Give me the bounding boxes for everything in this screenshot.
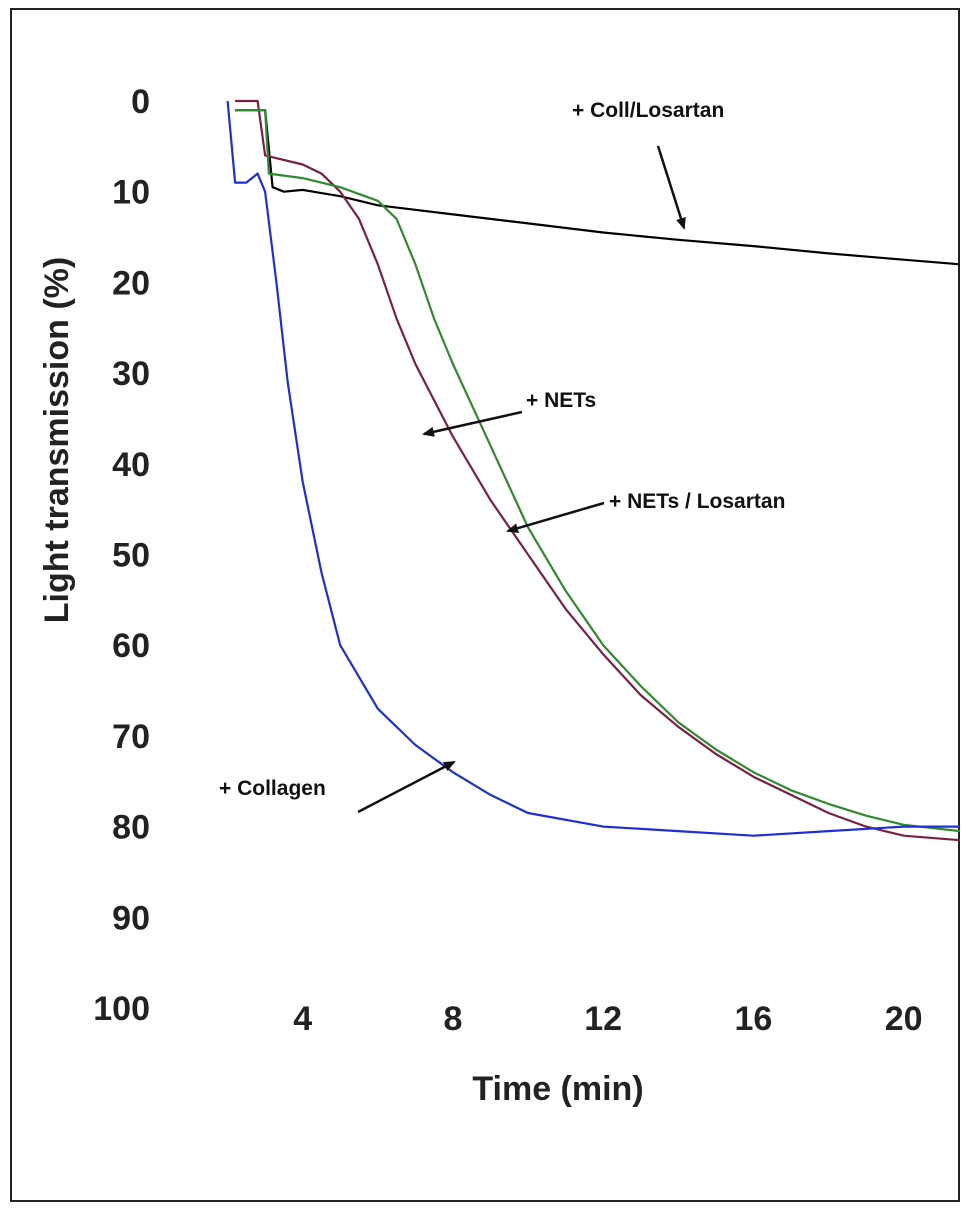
x-tick-label-16: 16 bbox=[735, 1000, 773, 1038]
figure-frame bbox=[10, 8, 960, 1202]
y-axis-title: Light transmission (%) bbox=[38, 257, 76, 623]
y-tick-label-10: 10 bbox=[112, 174, 150, 212]
y-tick-label-0: 0 bbox=[131, 83, 150, 121]
x-tick-label-12: 12 bbox=[584, 1000, 622, 1038]
y-tick-label-100: 100 bbox=[93, 990, 150, 1028]
x-axis-title: Time (min) bbox=[472, 1070, 643, 1108]
y-tick-label-20: 20 bbox=[112, 264, 150, 302]
y-tick-label-70: 70 bbox=[112, 718, 150, 756]
y-tick-label-40: 40 bbox=[112, 446, 150, 484]
annotation-arrow-collagen bbox=[357, 760, 456, 814]
x-axis-tick-labels: 4 8 12 16 20 bbox=[293, 1000, 922, 1038]
x-tick-label-4: 4 bbox=[293, 1000, 312, 1038]
annotation-arrow-nets-losartan bbox=[506, 501, 605, 533]
x-tick-label-20: 20 bbox=[885, 1000, 923, 1038]
x-tick-label-8: 8 bbox=[443, 1000, 462, 1038]
series-line-2 bbox=[235, 108, 961, 833]
series-line-1 bbox=[235, 99, 961, 842]
annotation-arrow-coll-losartan bbox=[656, 145, 686, 230]
y-tick-label-90: 90 bbox=[112, 899, 150, 937]
series-line-3 bbox=[226, 100, 960, 837]
annotation-coll-losartan: + Coll/Losartan bbox=[572, 99, 724, 122]
annotation-collagen: + Collagen bbox=[219, 777, 326, 800]
y-tick-label-60: 60 bbox=[112, 627, 150, 665]
annotation-nets-losartan: + NETs / Losartan bbox=[609, 490, 785, 513]
series-layer bbox=[226, 99, 961, 842]
y-axis-tick-labels: 0 10 20 30 40 50 60 70 80 90 100 bbox=[93, 83, 150, 1028]
y-tick-label-80: 80 bbox=[112, 809, 150, 847]
annotation-arrow-nets bbox=[422, 410, 523, 437]
series-line-0 bbox=[235, 108, 961, 266]
y-tick-label-30: 30 bbox=[112, 355, 150, 393]
y-tick-label-50: 50 bbox=[112, 537, 150, 575]
annotation-nets: + NETs bbox=[526, 389, 596, 412]
